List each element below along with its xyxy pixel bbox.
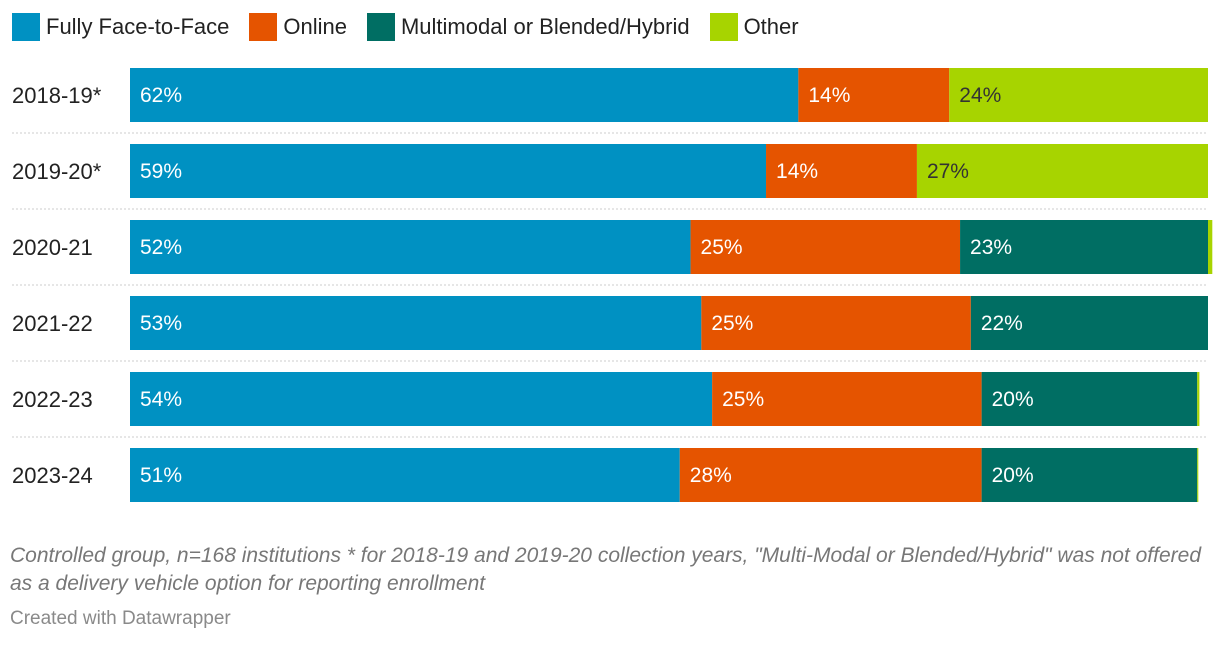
- data-label: 51%: [140, 464, 182, 487]
- category-label: 2019-20*: [12, 159, 102, 184]
- bar-segment: [679, 448, 982, 502]
- bar-segment: [130, 144, 767, 198]
- chart-notes: Controlled group, n=168 institutions * f…: [10, 544, 1202, 595]
- data-label: 27%: [927, 160, 969, 183]
- datawrapper-credit: Created with Datawrapper: [10, 608, 231, 629]
- data-label: 25%: [701, 236, 743, 259]
- data-label: 20%: [992, 464, 1034, 487]
- bar-segment: [130, 68, 799, 122]
- data-label: 62%: [140, 84, 182, 107]
- legend-swatch: [366, 13, 395, 41]
- data-label: 14%: [808, 84, 850, 107]
- bar-segment: [712, 372, 982, 426]
- stacked-bar-chart: 2018-19* 62% 14% 24% 2019-20* 59% 14% 27% 2020-2…: [12, 68, 1213, 502]
- bar-segment: [949, 68, 1208, 122]
- bar-segment: [970, 296, 1208, 350]
- category-label: 2018-19*: [12, 83, 102, 108]
- data-label: 54%: [140, 388, 182, 411]
- bar-segment: [798, 68, 950, 122]
- category-label: 2020-21: [12, 235, 93, 260]
- bar-segment: [690, 220, 961, 274]
- bar-segment: [130, 372, 713, 426]
- chart-legend: Fully Face-to-Face Online Multimodal or Bl…: [12, 12, 819, 42]
- bar-segment: [1208, 220, 1213, 274]
- legend-item: Multimodal or Blended/Hybrid: [366, 13, 690, 41]
- bar-segment: [981, 448, 1198, 502]
- bar-segment: [981, 372, 1198, 426]
- bar-segment: [701, 296, 971, 350]
- legend-item: Fully Face-to-Face: [12, 13, 229, 41]
- bar-segment: [130, 296, 702, 350]
- category-label: 2023-24: [12, 463, 93, 488]
- bar-segment: [130, 220, 691, 274]
- legend-label: Multimodal or Blended/Hybrid: [400, 14, 690, 39]
- legend-item: Online: [249, 13, 347, 41]
- legend-swatch: [12, 13, 40, 41]
- category-label: 2022-23: [12, 387, 93, 412]
- legend-label: Online: [283, 14, 347, 39]
- bar-segment: [916, 144, 1208, 198]
- data-label: 59%: [140, 160, 182, 183]
- bar-segment: [1197, 448, 1199, 502]
- legend-label: Fully Face-to-Face: [46, 14, 230, 39]
- legend-swatch: [249, 13, 278, 41]
- data-label: 24%: [959, 84, 1001, 107]
- data-label: 20%: [992, 388, 1034, 411]
- legend-swatch: [709, 13, 738, 41]
- data-label: 53%: [140, 312, 182, 335]
- data-label: 22%: [981, 312, 1023, 335]
- data-label: 52%: [140, 236, 182, 259]
- legend-label: Other: [743, 14, 799, 39]
- data-label: 25%: [722, 388, 764, 411]
- data-label: 23%: [970, 236, 1012, 259]
- category-label: 2021-22: [12, 311, 93, 336]
- data-label: 14%: [776, 160, 818, 183]
- bar-segment: [130, 448, 680, 502]
- data-label: 25%: [711, 312, 753, 335]
- bar-segment: [1197, 372, 1200, 426]
- data-label: 28%: [690, 464, 732, 487]
- legend-item: Other: [709, 13, 799, 41]
- bar-segment: [960, 220, 1208, 274]
- bar-segment: [766, 144, 917, 198]
